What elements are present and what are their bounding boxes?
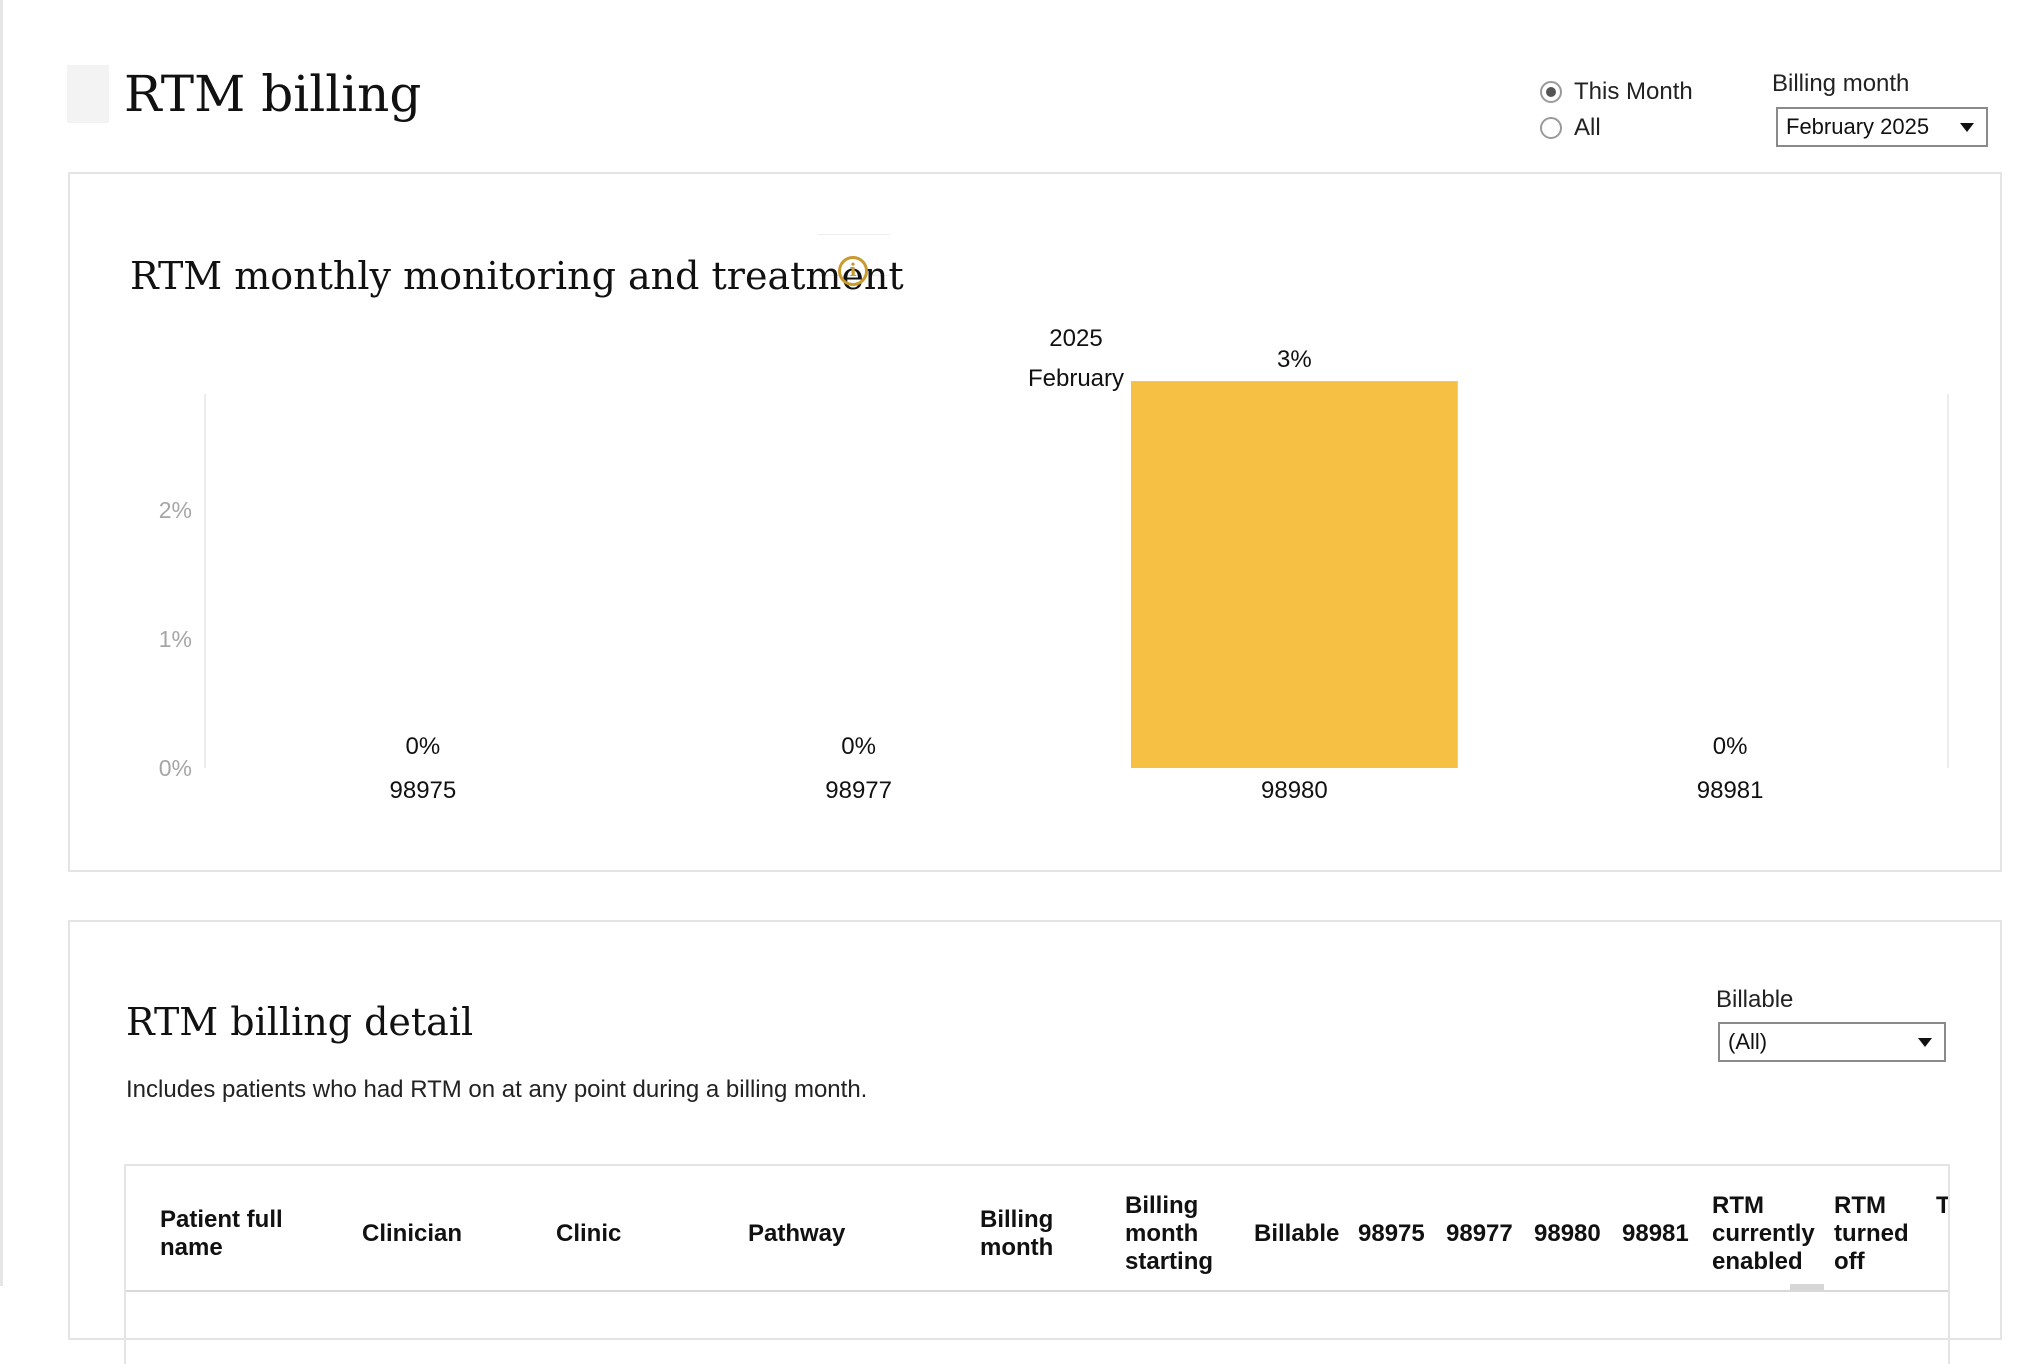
header-divider	[126, 1290, 1948, 1292]
y-tick-label: 1%	[159, 626, 192, 652]
chart-card: RTM monthly monitoring and treatment i 2…	[68, 172, 2002, 872]
billing-month-value: February 2025	[1786, 114, 1930, 139]
left-border	[0, 0, 3, 1286]
column-header[interactable]: T	[1936, 1192, 1950, 1219]
caret-down-icon	[1960, 123, 1974, 132]
horizontal-scrollbar[interactable]	[1790, 1284, 1824, 1290]
column-header[interactable]: Billing month starting	[1125, 1192, 1214, 1275]
billing-month-select[interactable]: February 2025	[1776, 107, 1988, 147]
chart-title: RTM monthly monitoring and treatment	[130, 254, 904, 298]
x-category-label: 98981	[1697, 777, 1764, 804]
bar-value-label: 3%	[1277, 346, 1312, 373]
bar-value-label: 0%	[406, 733, 441, 760]
chart-header-year: 2025	[1049, 325, 1102, 352]
caret-down-icon	[1918, 1038, 1932, 1047]
column-header[interactable]: 98975	[1358, 1220, 1425, 1247]
detail-title: RTM billing detail	[126, 1000, 474, 1044]
billing-month-label: Billing month	[1772, 70, 1910, 97]
radio-checked-icon[interactable]	[1540, 81, 1562, 103]
column-header[interactable]: Billable	[1254, 1220, 1340, 1247]
bar-chart: 2025 February 0% 1% 2% 0% 98975 0% 98977 3% 989…	[159, 325, 1949, 804]
x-category-label: 98977	[825, 777, 892, 804]
column-header[interactable]: 98980	[1534, 1220, 1601, 1247]
radio-all[interactable]: All	[1540, 110, 1693, 146]
radio-unchecked-icon[interactable]	[1540, 117, 1562, 139]
column-header[interactable]: RTM turned off	[1834, 1192, 1909, 1275]
x-category-label: 98980	[1261, 777, 1328, 804]
y-tick-label: 2%	[159, 497, 192, 523]
page-title: RTM billing	[124, 65, 422, 123]
logo-placeholder	[67, 65, 109, 123]
column-header[interactable]: Clinician	[362, 1220, 463, 1247]
bar-98980[interactable]	[1130, 381, 1458, 768]
column-header[interactable]: 98981	[1622, 1220, 1689, 1247]
radio-label: All	[1574, 114, 1601, 141]
billable-filter-label: Billable	[1716, 986, 1794, 1013]
detail-card: RTM billing detail Includes patients who…	[68, 920, 2002, 1364]
column-header[interactable]: Billing month	[980, 1206, 1054, 1261]
chart-header-month: February	[1028, 365, 1124, 392]
column-header[interactable]: Clinic	[556, 1220, 622, 1247]
column-header[interactable]: 98977	[1446, 1220, 1513, 1247]
column-header[interactable]: RTM currently enabled	[1712, 1192, 1815, 1275]
billable-select[interactable]: (All)	[1718, 1022, 1946, 1062]
radio-label: This Month	[1574, 78, 1693, 105]
column-header[interactable]: Patient full name	[160, 1206, 283, 1261]
billing-table: Patient full name Clinician Clinic Pathw…	[124, 1164, 1950, 1364]
bar-value-label: 0%	[1713, 733, 1748, 760]
detail-subtitle: Includes patients who had RTM on at any …	[126, 1076, 868, 1103]
column-header[interactable]: Pathway	[748, 1220, 846, 1247]
x-category-label: 98975	[390, 777, 457, 804]
billable-value: (All)	[1728, 1029, 1768, 1054]
bar-value-label: 0%	[841, 733, 876, 760]
range-radio-group: This Month All	[1540, 74, 1693, 146]
y-tick-label: 0%	[159, 755, 192, 781]
radio-this-month[interactable]: This Month	[1540, 74, 1693, 110]
info-circle-icon[interactable]: i	[838, 256, 868, 286]
